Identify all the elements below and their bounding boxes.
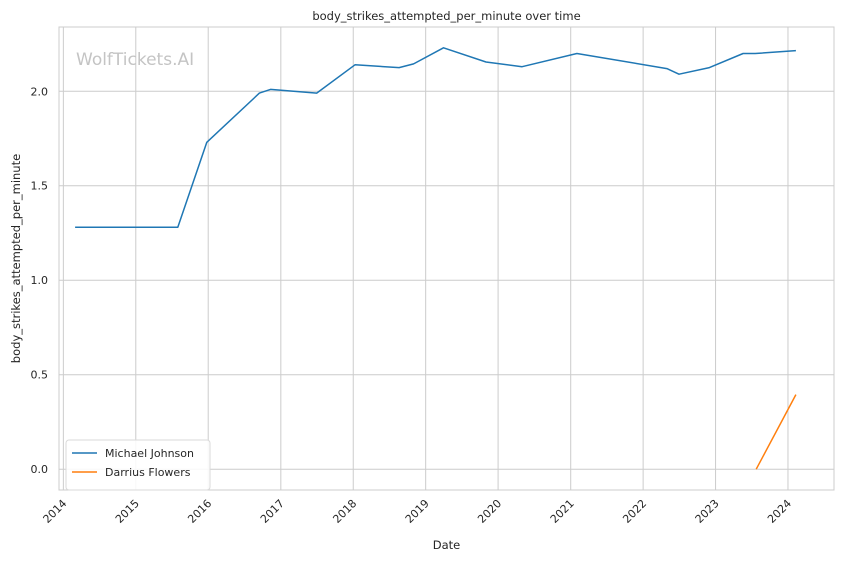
legend-label: Darrius Flowers [105,466,191,479]
series-line [75,47,796,229]
y-tick-label: 1.5 [31,180,49,193]
y-axis-label: body_strikes_attempted_per_minute [9,154,23,363]
grid-lines [59,27,834,490]
plot-area [59,27,834,490]
plot-frame [58,26,835,491]
legend: Michael Johnson Darrius Flowers [65,439,211,491]
series-line [755,394,797,470]
series-lines [75,47,797,470]
y-tick-labels: 0.0 0.5 1.0 1.5 2.0 [31,85,49,476]
legend-box [65,439,211,491]
x-axis-label: Date [433,538,461,552]
y-tick-label: 2.0 [31,85,49,98]
chart-title: body_strikes_attempted_per_minute over t… [312,9,580,23]
y-tick-label: 0.5 [31,369,49,382]
watermark-logo: WolfTickets.AI [76,50,194,70]
y-tick-label: 1.0 [31,274,49,287]
legend-label: Michael Johnson [105,447,194,460]
y-tick-label: 0.0 [31,463,49,476]
